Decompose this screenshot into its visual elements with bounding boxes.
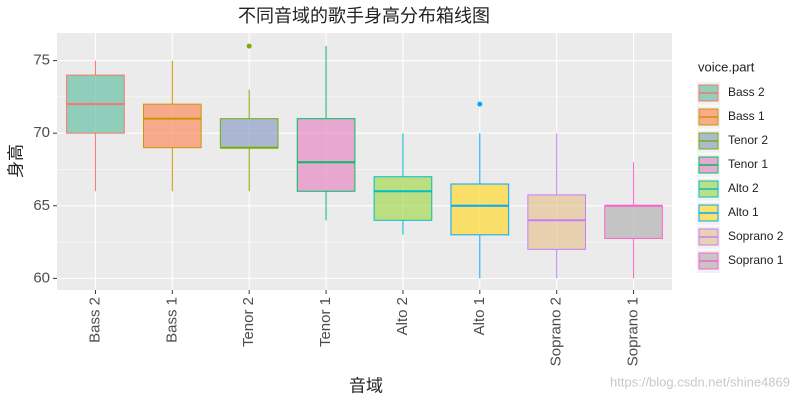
x-tick-label: Bass 2 (86, 297, 103, 343)
box (604, 205, 663, 239)
x-tick-label: Soprano 2 (548, 297, 565, 366)
y-tick-label: 70 (33, 124, 50, 141)
legend-title: voice.part (698, 59, 755, 74)
box (296, 118, 356, 192)
box (527, 194, 587, 250)
outlier (246, 43, 252, 49)
legend-label: Bass 2 (728, 85, 765, 99)
y-axis-label: 身高 (7, 144, 27, 178)
legend-label: Tenor 2 (728, 133, 768, 147)
y-tick-label: 60 (33, 269, 50, 286)
chart-title: 不同音域的歌手身高分布箱线图 (238, 6, 490, 27)
box (450, 183, 510, 236)
box (219, 118, 279, 149)
plot-panel (57, 33, 672, 290)
x-axis-label: 音域 (349, 377, 383, 397)
watermark: https://blog.csdn.net/shine4869 (610, 374, 790, 389)
legend-label: Bass 1 (728, 109, 765, 123)
legend-label: Soprano 1 (728, 253, 784, 267)
x-tick-label: Alto 2 (394, 297, 411, 335)
x-tick-label: Soprano 1 (625, 297, 642, 366)
x-tick-label: Alto 1 (471, 297, 488, 335)
box (142, 103, 202, 149)
legend-label: Tenor 1 (728, 157, 768, 171)
y-tick-label: 65 (33, 197, 50, 214)
outlier (477, 101, 483, 107)
x-tick-label: Bass 1 (163, 297, 180, 343)
legend-label: Soprano 2 (728, 229, 784, 243)
legend-label: Alto 2 (728, 181, 759, 195)
box (373, 176, 433, 221)
x-tick-label: Tenor 2 (240, 297, 257, 347)
y-tick-label: 75 (33, 52, 50, 69)
legend-label: Alto 1 (728, 205, 759, 219)
x-tick-label: Tenor 1 (317, 297, 334, 347)
